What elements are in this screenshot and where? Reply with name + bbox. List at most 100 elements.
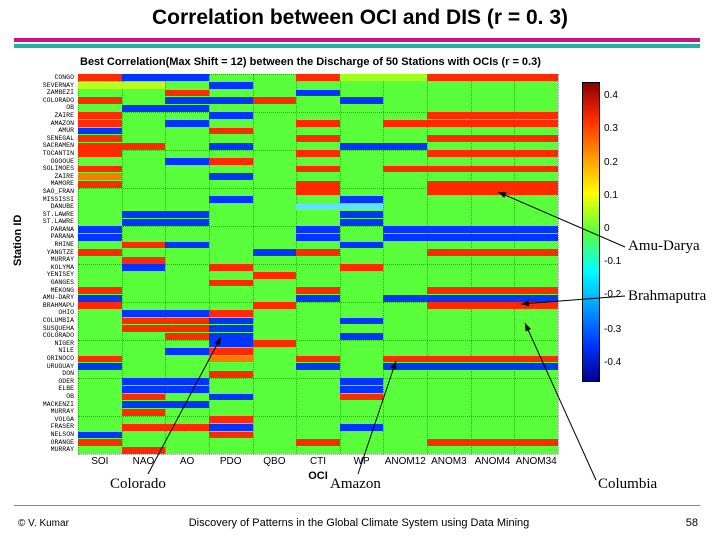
colorbar-tick: 0.4 (604, 90, 618, 101)
heatmap-cell (165, 158, 209, 165)
heatmap-cell (427, 150, 558, 157)
heatmap-cell (122, 424, 209, 431)
heatmap-cell (427, 74, 558, 81)
heatmap-cell (209, 424, 253, 431)
heatmap-cell (296, 287, 340, 294)
colorbar-tick: -0.3 (604, 324, 621, 335)
x-tick: WP (354, 456, 370, 467)
heatmap-cell (340, 264, 384, 271)
heatmap-cell (209, 143, 253, 150)
colorbar-tick: -0.1 (604, 256, 621, 267)
heatmap-cell (122, 257, 166, 264)
heatmap-cell (296, 90, 340, 97)
heatmap-cell (78, 249, 122, 256)
heatmap-cell (122, 310, 209, 317)
x-tick: SOI (91, 456, 108, 467)
heatmap-cell (340, 219, 384, 226)
heatmap-cell (383, 356, 558, 363)
heatmap-cell (209, 333, 253, 340)
heatmap-cell (253, 97, 297, 104)
heatmap-cell (296, 135, 340, 142)
heatmap-cell (78, 166, 122, 173)
heatmap-cell (209, 280, 253, 287)
x-tick: ANOM4 (475, 456, 511, 467)
annotation-amazon: Amazon (330, 476, 381, 493)
x-tick: ANOM3 (431, 456, 467, 467)
heatmap-cell (427, 181, 558, 188)
colorbar-tick: 0.2 (604, 157, 618, 168)
heatmap-cell (209, 371, 253, 378)
heatmap-cell (78, 143, 165, 150)
heatmap-cell (78, 120, 122, 127)
heatmap-cell (340, 378, 384, 385)
x-tick: AO (180, 456, 194, 467)
heatmap-cell (383, 120, 558, 127)
heatmap-cell (209, 264, 253, 271)
colorbar-ticks: 0.40.30.20.10-0.1-0.2-0.3-0.4 (604, 78, 634, 386)
heatmap-cell (383, 234, 558, 241)
heatmap-cell (122, 378, 209, 385)
heatmap-cell (122, 318, 209, 325)
heatmap-cell (78, 173, 122, 180)
heatmap-cell (122, 211, 209, 218)
heatmap-cell (253, 272, 297, 279)
colorbar-tick: -0.2 (604, 289, 621, 300)
heatmap-cell (165, 333, 209, 340)
heatmap-cell (209, 196, 253, 203)
annotation-brahmaputra: Brahmaputra (628, 288, 706, 305)
heatmap-cell (427, 249, 558, 256)
heatmap-cell (340, 211, 384, 218)
correlation-plot: Best Correlation(Max Shift = 12) between… (20, 56, 600, 486)
colorbar-tick: 0 (604, 223, 610, 234)
heatmap-cell (78, 181, 122, 188)
heatmap-cell (122, 74, 209, 81)
annotation-amu-darya: Amu-Darya (628, 238, 700, 255)
heatmap-cell (296, 74, 340, 81)
heatmap-cell (209, 356, 253, 363)
divider-teal (14, 44, 700, 48)
heatmap-cell (340, 424, 384, 431)
heatmap-cell (253, 249, 297, 256)
heatmap-cell (296, 249, 340, 256)
heatmap-cell (209, 325, 253, 332)
slide-title: Correlation between OCI and DIS (r = 0. … (0, 6, 720, 30)
footer-divider (14, 505, 700, 506)
heatmap-cell (78, 226, 122, 233)
heatmap-cell (340, 97, 384, 104)
heatmap-cell (78, 295, 122, 302)
heatmap-cell (296, 166, 340, 173)
heatmap-cell (209, 394, 253, 401)
x-tick: ANOM12 (385, 456, 426, 467)
heatmap-cell (209, 348, 253, 355)
heatmap-cell (122, 105, 209, 112)
heatmap-cell (78, 112, 122, 119)
heatmap-cell (340, 242, 384, 249)
y-axis-label: Station ID (12, 215, 24, 266)
x-tick: NAO (133, 456, 155, 467)
heatmap-cell (427, 439, 558, 446)
heatmap-cell (165, 90, 209, 97)
annotation-colorado: Colorado (110, 476, 166, 493)
heatmap-cell (296, 150, 340, 157)
heatmap-cell (122, 447, 166, 454)
heatmap-cell (296, 356, 340, 363)
colorbar-tick: 0.3 (604, 123, 618, 134)
heatmap-cell (383, 363, 558, 370)
heatmap-cell (209, 82, 253, 89)
divider-magenta (14, 38, 700, 42)
heatmap-cell (78, 363, 122, 370)
heatmap-cell (340, 74, 427, 81)
heatmap-cell (209, 416, 253, 423)
heatmap-cell (209, 173, 253, 180)
heatmap-cell (122, 409, 166, 416)
heatmap-cell (296, 363, 340, 370)
heatmap-cell (78, 82, 165, 89)
heatmap-cell (78, 74, 122, 81)
x-tick: PDO (220, 456, 242, 467)
heatmap-cell (78, 439, 122, 446)
heatmap-cell (209, 318, 253, 325)
x-tick: ANOM34 (516, 456, 557, 467)
heatmap-cell (253, 340, 297, 347)
heatmap-cell (209, 112, 253, 119)
heatmap-cell (78, 432, 122, 439)
